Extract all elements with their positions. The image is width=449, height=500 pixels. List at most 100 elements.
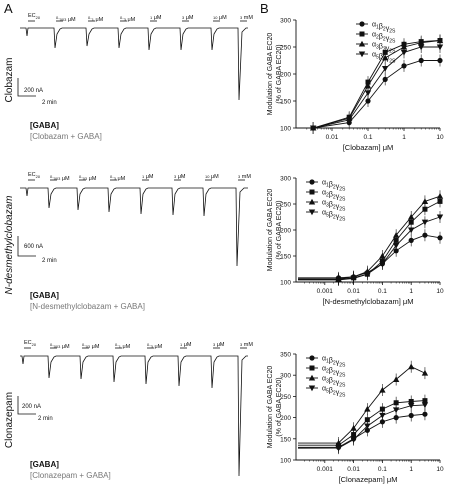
data-point bbox=[421, 402, 429, 409]
data-point bbox=[335, 277, 342, 284]
data-point bbox=[436, 193, 444, 199]
data-point bbox=[436, 214, 444, 221]
data-point bbox=[408, 227, 415, 234]
y-tick-label: 300 bbox=[280, 18, 291, 25]
chart-axes bbox=[295, 20, 440, 129]
x-tick-label: 0.001 bbox=[317, 288, 334, 295]
scale-current-label: 600 nA bbox=[24, 244, 43, 250]
data-point bbox=[364, 271, 371, 278]
row-drug-label: Clobazam bbox=[4, 57, 15, 102]
data-point bbox=[392, 243, 400, 249]
data-point bbox=[392, 232, 400, 238]
data-point bbox=[379, 406, 385, 412]
series-line bbox=[297, 413, 425, 448]
data-point bbox=[401, 63, 407, 69]
concentration-label: 3 μM bbox=[213, 342, 225, 348]
concentration-label: 3 mM bbox=[238, 174, 251, 180]
concentration-label: 1 μM bbox=[150, 15, 162, 21]
data-point bbox=[393, 415, 399, 421]
data-point bbox=[379, 252, 386, 259]
concentration-label: EC20 bbox=[28, 172, 41, 179]
legend-marker bbox=[308, 385, 316, 392]
data-point bbox=[364, 90, 372, 97]
data-point bbox=[381, 54, 389, 61]
data-point bbox=[421, 198, 429, 204]
legend-item-alpha5: α5β2γ2S bbox=[322, 210, 346, 223]
y-tick-label: 100 bbox=[280, 126, 291, 133]
y-tick-label: 300 bbox=[280, 176, 291, 183]
concentration-label: 3 μM bbox=[174, 174, 186, 180]
x-tick-label: 0.001 bbox=[317, 466, 334, 473]
data-point bbox=[365, 98, 371, 104]
x-axis-label: [N-desmethylclobazam] μM bbox=[322, 297, 413, 306]
scale-bar bbox=[17, 396, 36, 415]
concentration-label: 0.3 μM bbox=[110, 174, 126, 182]
concentration-label: 0.003 μM bbox=[50, 342, 70, 350]
data-point bbox=[350, 437, 357, 443]
data-point bbox=[421, 219, 429, 226]
y-tick-label: 300 bbox=[280, 373, 291, 380]
concentration-label: 0.1 μM bbox=[115, 342, 131, 350]
legend-item-alpha3: α3β2γ2S bbox=[372, 42, 396, 55]
y-axis-label: (% of GABA EC20) bbox=[276, 377, 283, 436]
data-point bbox=[392, 376, 400, 382]
series-line bbox=[298, 201, 441, 280]
concentration-label: EC20 bbox=[24, 340, 37, 347]
concentration-label: 0.003 μM bbox=[56, 15, 76, 23]
data-point bbox=[437, 235, 443, 241]
y-tick-label: 150 bbox=[280, 254, 291, 261]
data-point bbox=[400, 49, 408, 56]
y-axis-label: (% of GABA EC20) bbox=[276, 200, 283, 259]
concentration-label: 10 μM bbox=[213, 15, 227, 21]
legend-marker bbox=[359, 31, 365, 37]
data-point bbox=[381, 66, 389, 72]
concentration-label: 3 mM bbox=[240, 15, 253, 21]
concentration-label: 0.03 μM bbox=[82, 342, 100, 350]
legend-gaba-label: [GABA] bbox=[30, 291, 59, 300]
legend-item-alpha3: α3β2γ2S bbox=[322, 376, 346, 389]
y-axis-label: Modulation of GABA EC20 bbox=[267, 366, 274, 449]
data-point bbox=[364, 417, 370, 423]
scale-bar bbox=[17, 236, 36, 257]
data-point bbox=[417, 44, 425, 51]
scale-time-label: 2 min bbox=[42, 100, 57, 106]
y-tick-label: 200 bbox=[280, 415, 291, 422]
panel-a-letter: A bbox=[4, 1, 13, 16]
scale-current-label: 200 nA bbox=[24, 88, 43, 94]
concentration-label: 3 μM bbox=[182, 15, 194, 21]
row-drug-label: N-desmethylclobazam bbox=[4, 196, 15, 295]
data-point bbox=[422, 232, 428, 238]
concentration-label: EC20 bbox=[28, 13, 41, 20]
x-tick-label: 0.01 bbox=[347, 466, 360, 473]
concentration-label: 0.03 μM bbox=[79, 174, 97, 182]
concentration-label: 3 mM bbox=[240, 342, 253, 348]
data-point bbox=[421, 369, 429, 376]
y-tick-label: 200 bbox=[280, 72, 291, 79]
legend-item-alpha1: α1β2γ2S bbox=[372, 22, 396, 35]
x-tick-label: 10 bbox=[436, 466, 444, 473]
row-drug-label: Clonazepam bbox=[4, 392, 15, 448]
x-axis-label: [Clobazam] μM bbox=[343, 143, 394, 152]
x-tick-label: 0.1 bbox=[378, 466, 387, 473]
legend-marker bbox=[308, 374, 316, 381]
concentration-label: 0.1 μM bbox=[88, 15, 104, 23]
legend-marker bbox=[309, 179, 315, 185]
y-tick-label: 150 bbox=[280, 99, 291, 106]
data-point bbox=[437, 57, 443, 64]
data-point bbox=[408, 412, 414, 419]
data-point bbox=[408, 363, 415, 370]
panel-b-letter: B bbox=[260, 1, 269, 16]
y-axis-label: (% of GABA EC20) bbox=[276, 44, 283, 103]
legend-item-alpha3: α3β2γ2S bbox=[322, 200, 346, 213]
concentration-label: 10 μM bbox=[205, 174, 219, 180]
legend-marker bbox=[359, 21, 365, 27]
legend-gaba-label: [GABA] bbox=[30, 460, 59, 469]
data-point bbox=[379, 386, 386, 393]
x-tick-label: 0.01 bbox=[326, 134, 339, 141]
concentration-label: 0.3 μM bbox=[120, 15, 136, 23]
concentration-label: 1 μM bbox=[142, 174, 154, 180]
data-point bbox=[335, 445, 342, 452]
legend-drug-label: [N-desmethylclobazam + GABA] bbox=[30, 302, 145, 311]
current-trace bbox=[20, 27, 248, 101]
legend-item-alpha1: α1β2γ2S bbox=[322, 180, 346, 193]
